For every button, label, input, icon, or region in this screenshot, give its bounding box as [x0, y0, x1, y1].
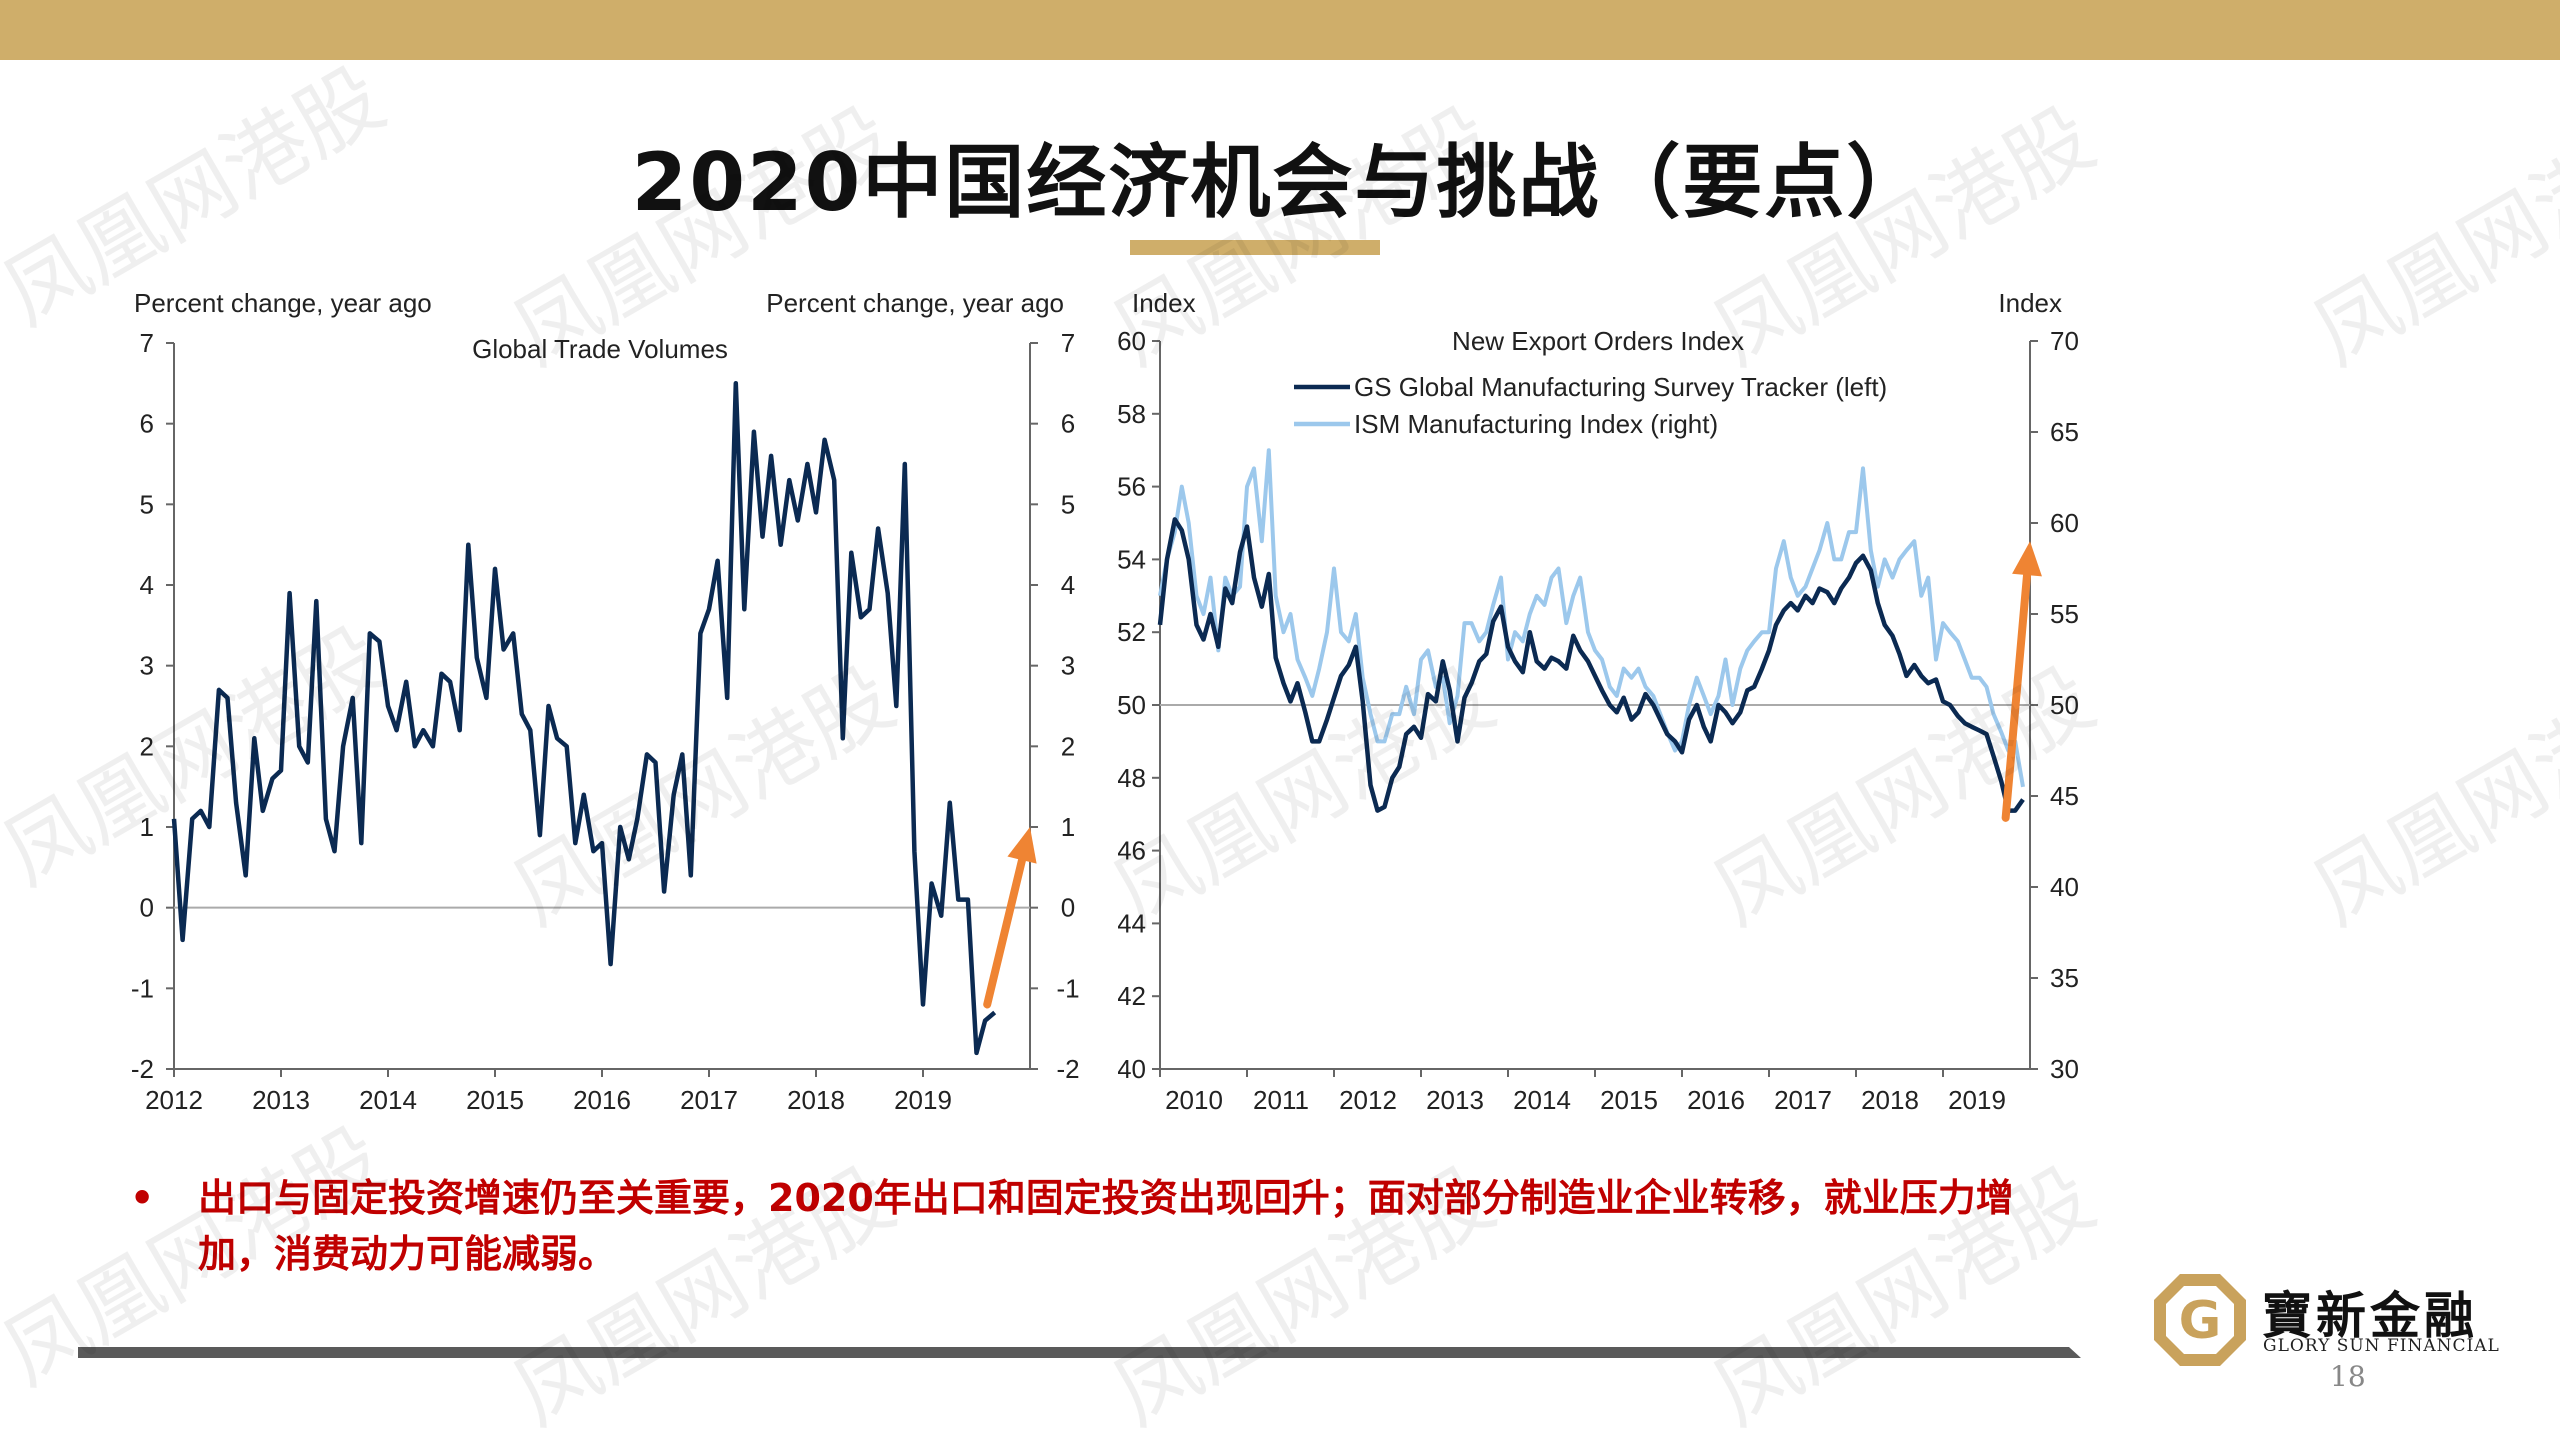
- y-tick-label-left: 42: [1118, 981, 1146, 1011]
- y-tick-label-right: 2: [1061, 731, 1075, 761]
- y-tick-label-left: 52: [1118, 617, 1146, 647]
- annotation-arrow-shaft: [2001, 571, 2032, 822]
- export-orders-chart-panel: Index Index New Export Orders Index GS Glob…: [1118, 262, 2100, 1120]
- y-tick-label-right: 50: [2050, 690, 2079, 720]
- global-trade-chart: Percent change, year ago Percent change, …: [131, 288, 1080, 1115]
- y-tick-label-left: 6: [140, 409, 154, 439]
- title-underline: [1130, 240, 1380, 255]
- x-tick-label: 2017: [1774, 1085, 1832, 1115]
- x-tick-label: 2016: [1687, 1085, 1745, 1115]
- series-line-gs-tracker: [1157, 517, 2025, 813]
- y-tick-label-right: 0: [1061, 893, 1075, 923]
- y-tick-label-left: 0: [140, 893, 154, 923]
- chart-title: New Export Orders Index: [1452, 326, 1744, 356]
- x-tick-label: 2014: [359, 1085, 417, 1115]
- legend-label-ism: ISM Manufacturing Index (right): [1354, 409, 1718, 439]
- company-logo: G 寶新金融 GLORY SUN FINANCIAL: [2150, 1270, 2510, 1370]
- y-tick-label-left: 2: [140, 731, 154, 761]
- global-trade-chart-panel: Percent change, year ago Percent change, …: [100, 262, 1100, 1120]
- x-tick-label: 2012: [1339, 1085, 1397, 1115]
- y-tick-label-left: 54: [1118, 544, 1146, 574]
- y-axis-label-right: Index: [1998, 288, 2062, 318]
- x-tick-label: 2010: [1165, 1085, 1223, 1115]
- y-tick-label-right: 60: [2050, 508, 2079, 538]
- y-tick-label-right: 4: [1061, 570, 1075, 600]
- bottom-divider: [78, 1347, 2081, 1358]
- y-tick-label-right: 45: [2050, 781, 2079, 811]
- x-tick-label: 2018: [1861, 1085, 1919, 1115]
- y-tick-label-left: 7: [140, 328, 154, 358]
- y-tick-label-right: 5: [1061, 489, 1075, 519]
- y-tick-label-left: 48: [1118, 763, 1146, 793]
- watermark: 凤凰网港股: [2296, 648, 2560, 944]
- x-tick-label: 2012: [145, 1085, 203, 1115]
- y-tick-label-right: 7: [1061, 328, 1075, 358]
- chart-title: Global Trade Volumes: [472, 334, 728, 364]
- y-axis-label-left: Index: [1132, 288, 1196, 318]
- series-line-ism: [1158, 448, 2025, 788]
- y-tick-label-right: 40: [2050, 872, 2079, 902]
- x-tick-label: 2015: [466, 1085, 524, 1115]
- x-tick-label: 2015: [1600, 1085, 1658, 1115]
- y-tick-label-right: 65: [2050, 417, 2079, 447]
- y-tick-label-left: 5: [140, 489, 154, 519]
- x-tick-label: 2018: [787, 1085, 845, 1115]
- bullet-point: • 出口与固定投资增速仍至关重要，2020年出口和固定投资出现回升；面对部分制造…: [130, 1170, 2080, 1282]
- y-tick-label-left: 1: [140, 812, 154, 842]
- y-tick-label-left: 40: [1118, 1054, 1146, 1084]
- x-tick-label: 2016: [573, 1085, 631, 1115]
- logo-name-en: GLORY SUN FINANCIAL: [2263, 1336, 2500, 1356]
- y-tick-label-right: 70: [2050, 326, 2079, 356]
- y-tick-label-left: 44: [1118, 908, 1146, 938]
- x-tick-label: 2019: [1948, 1085, 2006, 1115]
- logo-octagon-mark: G: [2154, 1274, 2246, 1366]
- logo-mark-letter: G: [2179, 1291, 2222, 1351]
- y-tick-label-left: 3: [140, 651, 154, 681]
- y-tick-label-left: -2: [131, 1054, 154, 1084]
- y-tick-label-left: 4: [140, 570, 154, 600]
- export-orders-chart: Index Index New Export Orders Index GS Glob…: [1118, 288, 2079, 1115]
- y-tick-label-left: 60: [1118, 326, 1146, 356]
- y-tick-label-right: 30: [2050, 1054, 2079, 1084]
- x-tick-label: 2013: [252, 1085, 310, 1115]
- y-tick-label-right: -2: [1056, 1054, 1079, 1084]
- page-number: 18: [2330, 1360, 2366, 1393]
- y-tick-label-right: 1: [1061, 812, 1075, 842]
- y-tick-label-right: 55: [2050, 599, 2079, 629]
- y-tick-label-right: 35: [2050, 963, 2079, 993]
- y-tick-label-left: 58: [1118, 399, 1146, 429]
- series-line-global-trade: [171, 381, 997, 1056]
- annotation-arrow-head: [2012, 541, 2042, 577]
- annotation-arrow-shaft: [983, 856, 1027, 1009]
- y-tick-label-left: 56: [1118, 472, 1146, 502]
- logo-name-cn: 寶新金融: [2262, 1286, 2478, 1345]
- bullet-text: 出口与固定投资增速仍至关重要，2020年出口和固定投资出现回升；面对部分制造业企…: [198, 1176, 2014, 1276]
- y-tick-label-left: 50: [1118, 690, 1146, 720]
- bullet-dot: •: [130, 1176, 155, 1220]
- page-title: 2020中国经济机会与挑战（要点）: [631, 136, 1929, 229]
- x-tick-label: 2017: [680, 1085, 738, 1115]
- y-axis-label-right: Percent change, year ago: [766, 288, 1064, 318]
- x-tick-label: 2011: [1253, 1085, 1309, 1115]
- y-tick-label-left: 46: [1118, 836, 1146, 866]
- y-tick-label-left: -1: [131, 973, 154, 1003]
- x-tick-label: 2013: [1426, 1085, 1484, 1115]
- x-tick-label: 2014: [1513, 1085, 1571, 1115]
- y-tick-label-right: 3: [1061, 651, 1075, 681]
- x-tick-label: 2019: [894, 1085, 952, 1115]
- y-tick-label-right: 6: [1061, 409, 1075, 439]
- legend-label-gs-tracker: GS Global Manufacturing Survey Tracker (…: [1354, 372, 1887, 402]
- y-axis-label-left: Percent change, year ago: [134, 288, 432, 318]
- top-gold-band: [0, 0, 2560, 60]
- y-tick-label-right: -1: [1056, 973, 1079, 1003]
- annotation-arrow-head: [1007, 827, 1037, 864]
